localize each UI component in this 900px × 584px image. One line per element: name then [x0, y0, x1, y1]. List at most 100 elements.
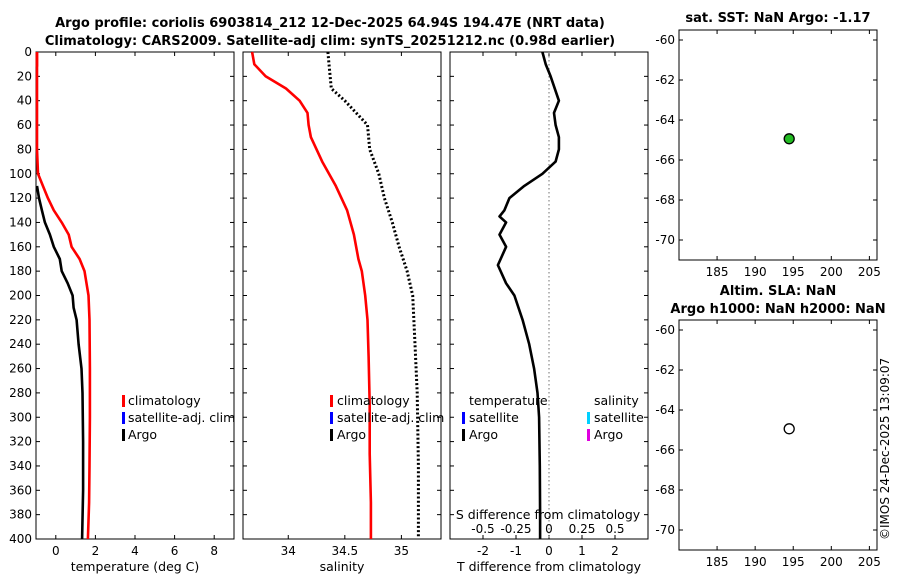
x2-tick-label: 0.25 [569, 522, 596, 536]
difference-panel: -2 -1 0 1 2 T difference from climatology S … [449, 51, 649, 574]
map-y-tick-label: -62 [655, 73, 675, 87]
legend-swatch-t-satellite [462, 412, 465, 424]
y-tick-label: 60 [17, 118, 32, 132]
y-tick-label: 20 [17, 69, 32, 83]
map-y-tick-label: -64 [655, 113, 675, 127]
x-tick-label: -2 [477, 544, 489, 558]
x-tick-label: 4 [131, 544, 139, 558]
map-x-tick-label: 185 [706, 265, 729, 279]
x2-tick-label: 0.5 [605, 522, 624, 536]
x-tick-label: 35 [394, 544, 409, 558]
difference-x2label: S difference from climatology [456, 507, 641, 522]
x-tick-label: -1 [510, 544, 522, 558]
y-tick-label: 200 [9, 289, 32, 303]
map-y-tick-label: -66 [655, 153, 675, 167]
series-line-argo [35, 185, 85, 540]
legend-header-salinity: salinity [594, 393, 639, 408]
temperature-panel: 0 2 4 6 802040608010012014016018020022024026… [9, 45, 235, 574]
temperature-xlabel: temperature (deg C) [71, 559, 200, 574]
map-y-tick-label: -60 [655, 323, 675, 337]
y-tick-label: 280 [9, 386, 32, 400]
x-tick-label: 6 [171, 544, 179, 558]
map-y-tick-label: -70 [655, 233, 675, 247]
legend-swatch-satellite-clim [330, 412, 333, 424]
series-line-argo [496, 51, 561, 539]
map-x-tick-label: 195 [782, 265, 805, 279]
x2-tick-label: 0 [545, 522, 553, 536]
series-line-climatology [250, 51, 373, 539]
map-x-tick-label: 185 [706, 555, 729, 569]
x-tick-label: 8 [210, 544, 218, 558]
x-tick-label: 2 [92, 544, 100, 558]
legend-swatch-s-argo [587, 429, 590, 441]
map-x-tick-label: 190 [744, 265, 767, 279]
map-sst-axes-box [678, 29, 878, 261]
map-sla-title-line2: Argo h1000: NaN h2000: NaN [670, 302, 885, 317]
legend-header-temperature: temperature [469, 393, 548, 408]
legend-swatch-s-satellite [587, 412, 590, 424]
map-x-tick-label: 205 [858, 265, 881, 279]
y-tick-label: 160 [9, 240, 32, 254]
y-tick-label: 140 [9, 215, 32, 229]
y-tick-label: 300 [9, 410, 32, 424]
map-sst-title: sat. SST: NaN Argo: -1.17 [685, 11, 870, 26]
map-y-tick-label: -68 [655, 193, 675, 207]
x-tick-label: 2 [611, 544, 619, 558]
salinity-panel: 34 34.5 35 salinity climatology satellite-… [242, 51, 444, 574]
x-tick-label: 0 [52, 544, 60, 558]
legend-label-s-argo: Argo [594, 427, 623, 442]
map-y-tick-label: -64 [655, 403, 675, 417]
x-tick-label: 34.5 [331, 544, 358, 558]
imos-timestamp: ©IMOS 24-Dec-2025 13:09:07 [878, 358, 892, 540]
main-title-line2: Climatology: CARS2009. Satellite-adj cli… [45, 34, 615, 49]
y-tick-label: 80 [17, 142, 32, 156]
x-tick-label: 34 [281, 544, 296, 558]
y-tick-label: 320 [9, 435, 32, 449]
map-y-tick-label: -66 [655, 443, 675, 457]
temperature-axes-box [35, 51, 235, 540]
legend-swatch-t-argo [462, 429, 465, 441]
main-title-line1: Argo profile: coriolis 6903814_212 12-De… [55, 16, 605, 31]
map-sst-panel: sat. SST: NaN Argo: -1.17 185 190 195 200 20… [655, 11, 880, 279]
map-sla-title-line1: Altim. SLA: NaN [720, 284, 836, 299]
y-tick-label: 120 [9, 191, 32, 205]
map-x-tick-label: 205 [858, 555, 881, 569]
legend-swatch-satellite-clim [122, 412, 125, 424]
legend-swatch-argo [122, 429, 125, 441]
difference-legend: temperature satellite Argo salinity sate… [462, 393, 644, 442]
legend-swatch-climatology [122, 395, 125, 407]
legend-label-satellite-clim: satellite-adj. clim [337, 410, 444, 425]
y-tick-label: 220 [9, 313, 32, 327]
map-y-tick-label: -70 [655, 523, 675, 537]
map-x-tick-label: 195 [782, 555, 805, 569]
series-line-climatology [35, 52, 92, 540]
legend-label-climatology: climatology [337, 393, 410, 408]
salinity-axes-box [242, 51, 442, 540]
map-x-tick-label: 200 [820, 265, 843, 279]
x2-tick-label: -0.25 [500, 522, 531, 536]
legend-label-t-argo: Argo [469, 427, 498, 442]
legend-label-climatology: climatology [128, 393, 201, 408]
legend-label-argo: Argo [128, 427, 157, 442]
y-tick-label: 180 [9, 264, 32, 278]
y-tick-label: 400 [9, 532, 32, 546]
y-tick-label: 360 [9, 483, 32, 497]
y-tick-label: 0 [24, 45, 32, 59]
temperature-legend: climatology satellite-adj. clim Argo [122, 393, 235, 442]
legend-label-t-satellite: satellite [469, 410, 519, 425]
map-y-tick-label: -62 [655, 363, 675, 377]
argo-location-marker [783, 423, 795, 435]
y-tick-label: 260 [9, 362, 32, 376]
map-y-tick-label: -68 [655, 483, 675, 497]
legend-label-s-satellite: satellite [594, 410, 644, 425]
legend-label-satellite-clim: satellite-adj. clim [128, 410, 235, 425]
difference-xlabel: T difference from climatology [456, 559, 642, 574]
legend-label-argo: Argo [337, 427, 366, 442]
argo-location-marker [783, 133, 795, 145]
x2-tick-label: -0.5 [471, 522, 494, 536]
y-tick-label: 40 [17, 94, 32, 108]
map-y-tick-label: -60 [655, 33, 675, 47]
legend-swatch-climatology [330, 395, 333, 407]
map-sla-panel: Altim. SLA: NaN Argo h1000: NaN h2000: N… [655, 284, 885, 569]
